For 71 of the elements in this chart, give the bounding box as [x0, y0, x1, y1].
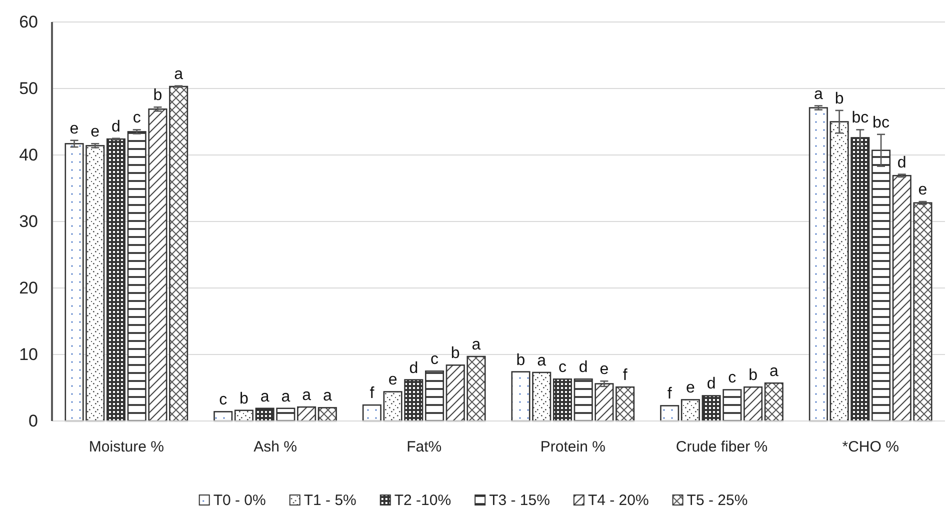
annotation: e	[90, 124, 100, 141]
bar	[764, 382, 784, 422]
annotation: e	[70, 120, 79, 138]
annotation: b	[516, 352, 526, 369]
annotation: d	[706, 376, 716, 393]
annotation: c	[132, 110, 141, 127]
annotation: a	[769, 363, 778, 380]
annotation: c	[728, 370, 736, 387]
annotation: f	[370, 385, 375, 402]
bar	[169, 86, 188, 422]
annotation: e	[686, 380, 696, 397]
bar	[362, 404, 382, 422]
legend-label: T4 - 20%	[588, 492, 649, 509]
annotation: f	[667, 386, 672, 403]
bar	[660, 405, 680, 422]
annotation: b	[450, 345, 460, 362]
legend-label: T1 - 5%	[304, 492, 356, 509]
legend-label: T5 - 25%	[686, 492, 748, 509]
bar	[616, 386, 635, 422]
x-tick-label: Moisture %	[88, 438, 164, 456]
x-tick-label: Protein %	[540, 438, 606, 456]
bar	[808, 107, 828, 422]
bar	[425, 370, 444, 422]
bar	[552, 378, 572, 422]
annotation: b	[834, 90, 844, 108]
x-tick-label: *CHO %	[842, 438, 899, 456]
annotation: c	[558, 359, 566, 376]
y-tick-label: 30	[19, 212, 38, 231]
legend-label: T3 - 15%	[489, 492, 550, 509]
annotation: a	[472, 336, 481, 354]
annotation: bc	[872, 114, 890, 132]
legend-label: T0 - 0%	[213, 492, 266, 509]
annotation: d	[578, 359, 588, 376]
annotation: a	[260, 388, 270, 406]
bar	[318, 407, 337, 422]
y-tick-label: 50	[19, 78, 38, 98]
annotation: a	[281, 388, 290, 406]
y-tick-label: 40	[19, 145, 38, 164]
annotation: e	[918, 182, 928, 199]
bar	[297, 406, 316, 422]
annotation: a	[322, 388, 332, 405]
legend-label: T2 -10%	[394, 492, 452, 509]
annotation: a	[174, 66, 184, 83]
bar	[234, 410, 254, 422]
bar	[680, 399, 700, 422]
annotation: b	[153, 87, 162, 104]
annotation: e	[388, 372, 398, 389]
x-tick-label: Ash %	[254, 438, 297, 456]
y-tick-label: 20	[19, 278, 38, 298]
annotation: a	[814, 86, 823, 103]
annotation: b	[748, 367, 758, 384]
annotation: f	[622, 367, 628, 384]
annotation: d	[112, 118, 120, 136]
y-tick-label: 60	[19, 12, 38, 32]
y-tick-label: 0	[28, 411, 38, 430]
annotation: a	[302, 387, 312, 404]
annotation: c	[430, 351, 439, 368]
annotation: bc	[852, 110, 869, 127]
bar	[872, 150, 891, 422]
annotation: d	[897, 154, 906, 172]
x-tick-label: Crude fiber %	[676, 438, 768, 456]
bar	[214, 411, 233, 422]
annotation: e	[600, 361, 609, 378]
x-tick-label: Fat%	[406, 438, 442, 456]
bar	[106, 138, 126, 422]
annotation: c	[219, 392, 228, 409]
annotation: a	[537, 352, 546, 370]
annotation: d	[409, 360, 418, 377]
bar	[744, 386, 763, 422]
annotation: b	[240, 390, 249, 408]
y-tick-label: 10	[19, 344, 38, 364]
